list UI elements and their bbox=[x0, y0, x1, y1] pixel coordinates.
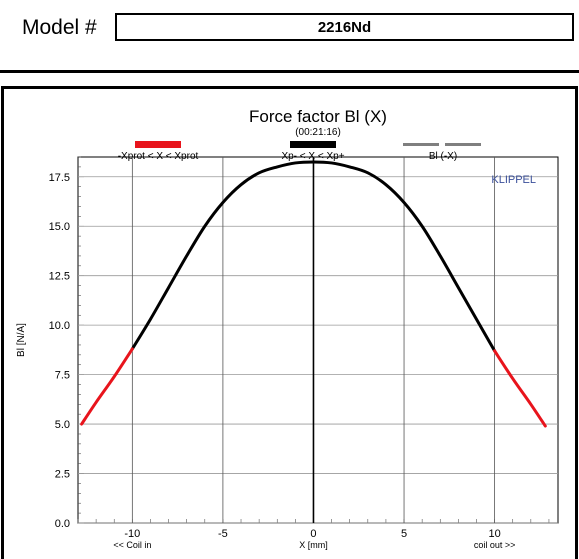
legend-swatch-0 bbox=[135, 141, 181, 148]
chart-frame: Force factor Bl (X) (00:21:16) -Xprot < X … bbox=[1, 86, 578, 559]
x-tick-label: -5 bbox=[218, 528, 228, 540]
x-tick-label: 0 bbox=[310, 528, 316, 540]
series-line-2 bbox=[493, 349, 547, 428]
series-line-0 bbox=[130, 160, 497, 353]
y-tick-label: 12.5 bbox=[49, 271, 70, 283]
y-tick-label: 15.0 bbox=[49, 221, 70, 233]
legend-swatch-1 bbox=[290, 141, 336, 148]
y-axis-label: Bl [N/A] bbox=[16, 323, 27, 357]
series-line-1 bbox=[80, 347, 134, 426]
x-tick-label: 5 bbox=[401, 528, 407, 540]
force-factor-chart: Force factor Bl (X)(00:21:16)-Xprot < X … bbox=[16, 107, 559, 550]
klippel-brand: KLIPPEL bbox=[491, 174, 536, 186]
y-tick-label: 0.0 bbox=[55, 518, 70, 530]
model-value: 2216Nd bbox=[317, 18, 372, 36]
chart-title: Force factor Bl (X) bbox=[249, 107, 387, 126]
model-label: Model # bbox=[22, 16, 97, 39]
y-tick-label: 10.0 bbox=[49, 320, 70, 332]
x-tick-label: -10 bbox=[124, 528, 140, 540]
y-tick-label: 17.5 bbox=[49, 172, 70, 184]
legend-swatch-2-b bbox=[445, 143, 481, 146]
x-axis-label: X [mm] bbox=[299, 540, 328, 550]
model-value-box: 2216Nd bbox=[115, 13, 574, 41]
coil-out-annotation: coil out >> bbox=[474, 540, 516, 550]
legend-swatch-2 bbox=[403, 143, 439, 146]
coil-in-annotation: << Coil in bbox=[113, 540, 151, 550]
x-tick-label: 10 bbox=[488, 528, 500, 540]
y-tick-label: 5.0 bbox=[55, 419, 70, 431]
plot-area bbox=[77, 156, 559, 524]
y-tick-label: 2.5 bbox=[55, 469, 70, 481]
header-divider bbox=[0, 70, 579, 73]
chart-subtitle: (00:21:16) bbox=[295, 127, 341, 138]
y-tick-label: 7.5 bbox=[55, 370, 70, 382]
